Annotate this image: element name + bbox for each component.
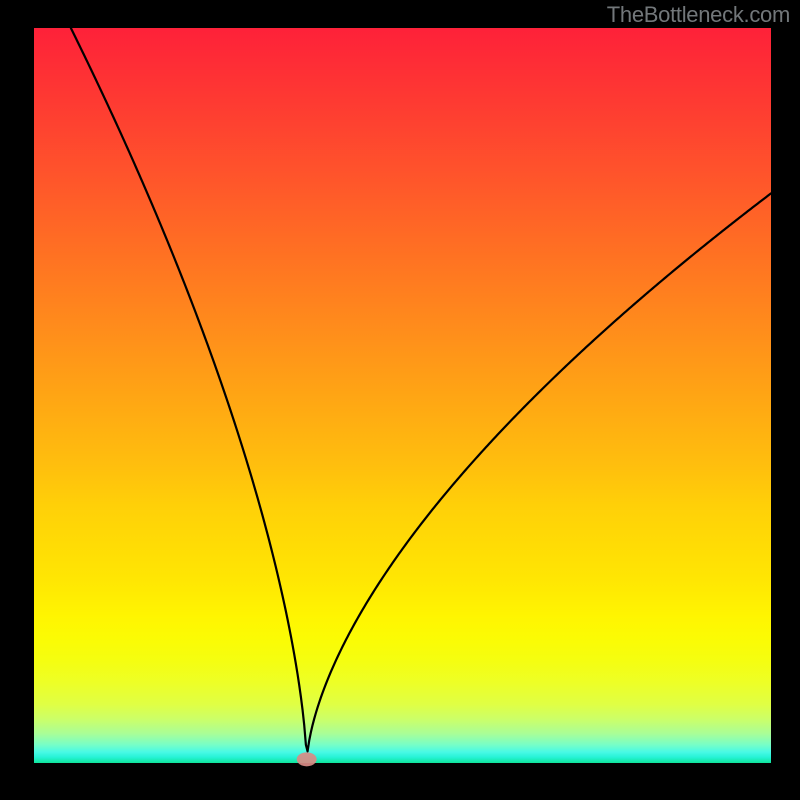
plot-background	[34, 28, 771, 763]
watermark-text: TheBottleneck.com	[607, 2, 790, 28]
bottleneck-curve-chart	[0, 0, 800, 800]
chart-frame: TheBottleneck.com	[0, 0, 800, 800]
minimum-marker	[297, 752, 317, 766]
